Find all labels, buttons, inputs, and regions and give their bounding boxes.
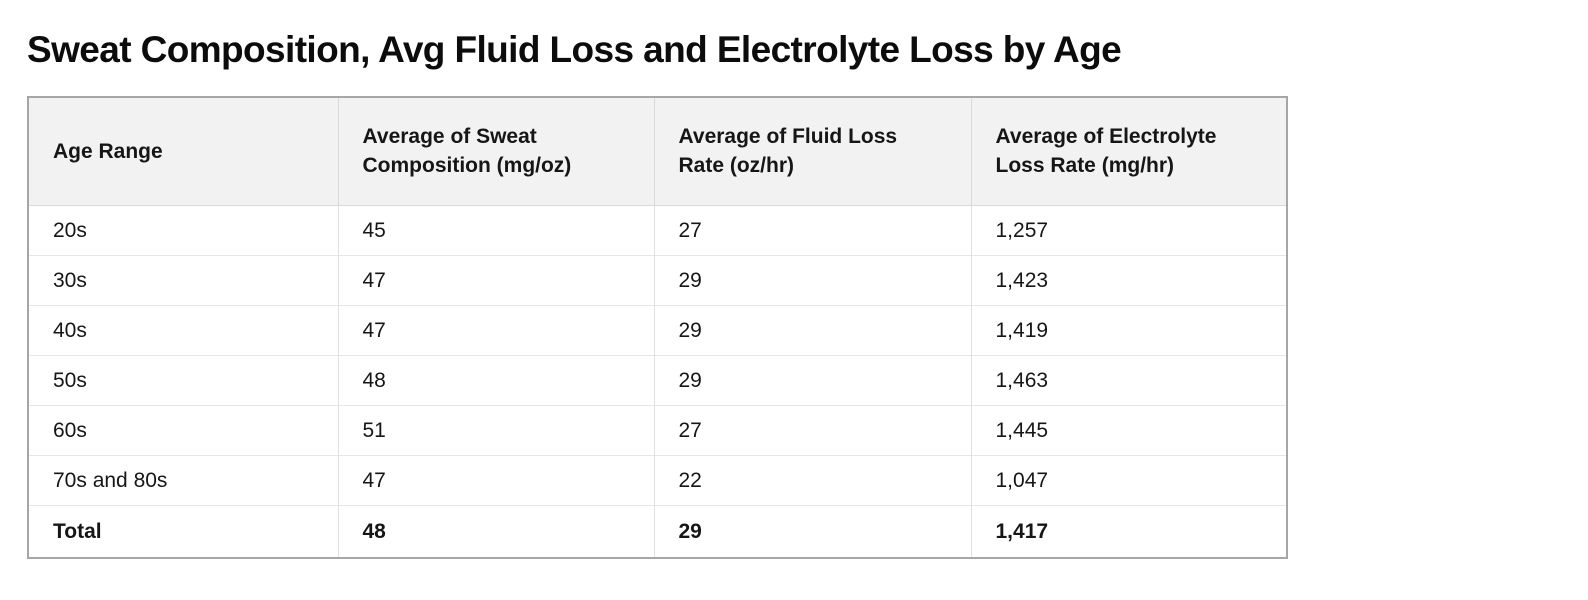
table-row: 50s 48 29 1,463 [28,354,1287,405]
row-label-cell: 20s [28,204,338,255]
row-label-cell: 30s [28,254,338,305]
page-title: Sweat Composition, Avg Fluid Loss and El… [27,29,1122,70]
table-row: 40s 47 29 1,419 [28,304,1287,355]
table-body: 20s 45 27 1,257 30s 47 29 1,423 40s 47 29 1,419 50s 4… [28,204,1287,558]
value-cell: 22 [653,454,971,505]
row-label-cell: 40s [28,304,338,355]
value-cell: 29 [653,254,971,305]
value-cell: 1,417 [970,504,1287,558]
value-cell: 1,047 [970,454,1287,505]
value-cell: 29 [653,504,971,558]
value-cell: 29 [653,354,971,405]
row-label-cell: Total [28,504,338,558]
value-cell: 48 [337,354,654,405]
column-header: Average of Sweat Composition (mg/oz) [337,97,654,206]
value-cell: 1,419 [970,304,1287,355]
table-row: 20s 45 27 1,257 [28,204,1287,255]
value-cell: 1,423 [970,254,1287,305]
table-row: 70s and 80s 47 22 1,047 [28,454,1287,505]
value-cell: 1,445 [970,404,1287,455]
value-cell: 47 [337,254,654,305]
column-header: Average of Fluid Loss Rate (oz/hr) [653,97,971,206]
value-cell: 48 [337,504,654,558]
value-cell: 1,257 [970,204,1287,255]
value-cell: 45 [337,204,654,255]
table-row: 30s 47 29 1,423 [28,254,1287,305]
value-cell: 51 [337,404,654,455]
value-cell: 27 [653,404,971,455]
value-cell: 47 [337,454,654,505]
column-header: Age Range [28,97,338,206]
value-cell: 1,463 [970,354,1287,405]
row-label-cell: 60s [28,404,338,455]
column-header: Average of Electrolyte Loss Rate (mg/hr) [970,97,1287,206]
table-header: Age Range Average of Sweat Composition (m… [28,97,1287,206]
value-cell: 47 [337,304,654,355]
row-label-cell: 70s and 80s [28,454,338,505]
row-label-cell: 50s [28,354,338,405]
value-cell: 27 [653,204,971,255]
table-row: 60s 51 27 1,445 [28,404,1287,455]
total-row: Total 48 29 1,417 [28,504,1287,558]
value-cell: 29 [653,304,971,355]
header-row: Age Range Average of Sweat Composition (m… [28,97,1287,206]
data-table: Age Range Average of Sweat Composition (m… [27,96,1288,559]
